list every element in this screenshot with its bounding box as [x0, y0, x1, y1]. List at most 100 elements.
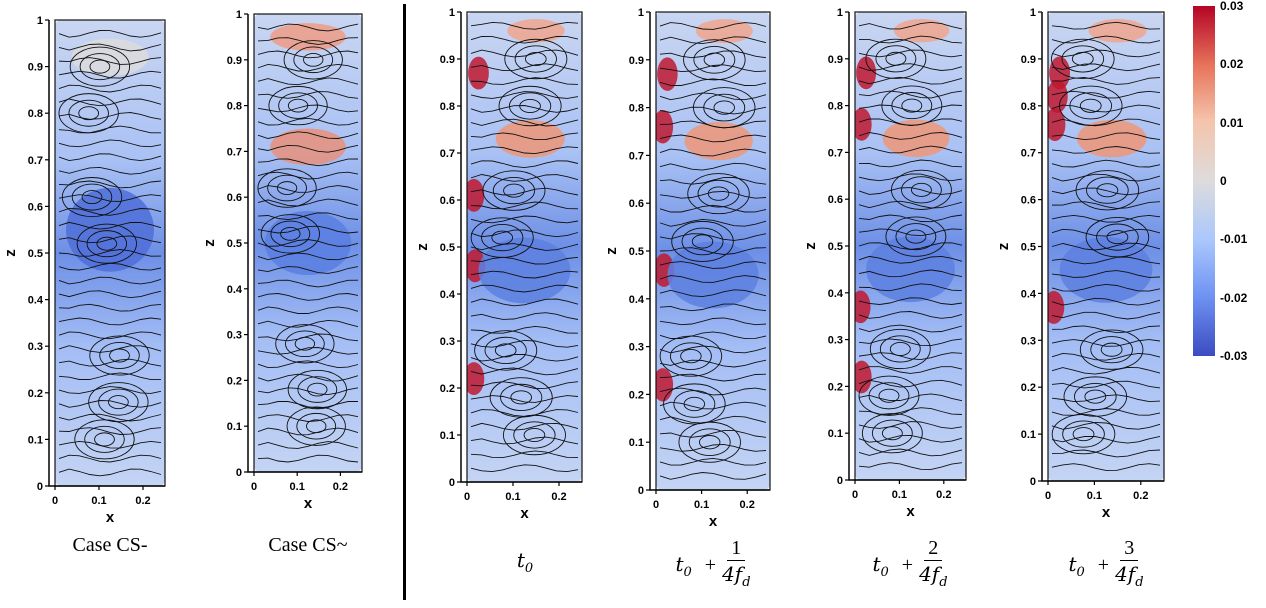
vortex-streamline	[78, 106, 100, 121]
z-tick-label: 0.6	[440, 195, 455, 207]
streamline	[257, 50, 359, 59]
z-tick-label: 0.8	[828, 101, 843, 113]
streamline	[1051, 421, 1161, 430]
streamline	[470, 174, 579, 182]
vortex-streamline	[293, 46, 334, 74]
vorticity-blob	[264, 210, 352, 276]
streamline	[257, 279, 359, 288]
z-tick-label: 0.6	[227, 192, 242, 204]
streamline	[858, 393, 963, 402]
z-tick-label: 0.1	[28, 434, 43, 446]
vorticity-blob	[467, 178, 485, 212]
z-tick-label: 0.4	[629, 294, 645, 306]
colorbar-tick-label: -0.02	[1220, 290, 1248, 305]
streamline	[470, 35, 579, 44]
streamline	[257, 37, 359, 45]
streamline	[1051, 173, 1161, 182]
streamline	[58, 454, 162, 463]
vortex-streamline	[89, 59, 111, 74]
streamline	[470, 284, 579, 293]
panel-caption: t0 +2 4fd	[872, 537, 948, 590]
vortex-streamline	[109, 348, 130, 363]
z-tick-label: 0.2	[1021, 382, 1036, 394]
streamline	[58, 43, 162, 52]
streamline	[470, 436, 579, 445]
vortex-streamline	[697, 179, 740, 208]
vortex-streamline	[470, 217, 534, 258]
streamline	[1051, 297, 1161, 306]
vortex-streamline	[492, 176, 536, 205]
z-tick-label: 0.7	[28, 155, 43, 167]
streamline	[58, 30, 162, 38]
z-tick-label: 0.8	[1021, 101, 1036, 113]
vorticity-blob	[656, 109, 674, 144]
z-tick-label: 0.6	[1021, 195, 1036, 207]
colorbar-tick-label: 0.02	[1220, 57, 1244, 72]
streamline	[257, 427, 359, 436]
vortex-streamline	[683, 396, 706, 412]
vortex-streamline	[280, 226, 301, 241]
streamline	[257, 23, 359, 32]
vortex-streamline	[858, 375, 920, 416]
vortex-streamline	[1075, 170, 1140, 211]
streamline	[470, 395, 579, 403]
streamline	[659, 218, 767, 227]
streamline	[858, 228, 963, 237]
vortex-streamline	[500, 383, 543, 412]
vortex-streamline	[1106, 230, 1129, 245]
streamline	[58, 358, 162, 367]
panel-caption: Case CS-	[72, 534, 148, 556]
x-tick-label: 0.1	[892, 489, 907, 501]
streamline	[1051, 311, 1161, 320]
streamline	[470, 381, 579, 389]
vortex-streamline	[699, 435, 721, 450]
vortex-streamline	[260, 214, 320, 254]
streamline	[470, 118, 579, 127]
streamline	[257, 185, 359, 193]
panel-caption: Case CS~	[268, 534, 348, 556]
streamline	[1051, 283, 1161, 292]
vortex-streamline	[86, 230, 128, 258]
vortex-streamline	[678, 421, 741, 463]
z-tick-label: 0.5	[28, 248, 43, 260]
streamline	[659, 289, 767, 298]
z-tick-label: 0.4	[28, 295, 44, 307]
vortex-streamline	[287, 98, 309, 113]
vortex-streamline	[878, 388, 900, 403]
streamline	[257, 441, 359, 449]
vortex-streamline	[267, 174, 307, 202]
z-tick-label: 0	[236, 467, 242, 479]
vortex-streamline	[94, 432, 115, 447]
vortex-streamline	[303, 52, 324, 67]
vortex-streamline	[659, 335, 723, 377]
streamline	[1051, 339, 1161, 347]
z-tick-label: 0.7	[828, 147, 843, 159]
vortex-streamline	[1090, 336, 1133, 364]
z-tick-label: 0.4	[227, 284, 243, 296]
streamline	[858, 63, 963, 71]
streamline	[257, 131, 359, 139]
vortex-streamline	[98, 388, 139, 416]
x-tick-label: 0.2	[936, 489, 951, 501]
streamline	[58, 166, 162, 175]
z-tick-label: 0	[1030, 476, 1036, 488]
streamline	[659, 190, 767, 199]
streamline	[1051, 63, 1161, 72]
z-tick-label: 1	[1030, 7, 1036, 19]
z-tick-label: 0.2	[440, 383, 455, 395]
colorbar-tick-label: 0.01	[1220, 115, 1244, 130]
streamline	[1051, 435, 1161, 444]
vortex-streamline	[885, 216, 947, 257]
vortex-streamline	[498, 85, 562, 127]
streamline	[858, 214, 963, 223]
vorticity-blob	[1059, 237, 1153, 303]
z-tick-label: 0.9	[28, 62, 43, 74]
streamline	[257, 306, 359, 314]
streamline	[470, 215, 579, 224]
vortex-streamline	[900, 176, 942, 204]
streamline	[470, 229, 579, 238]
streamline	[659, 415, 767, 424]
streamline	[470, 201, 579, 210]
vortex-streamline	[71, 183, 113, 211]
